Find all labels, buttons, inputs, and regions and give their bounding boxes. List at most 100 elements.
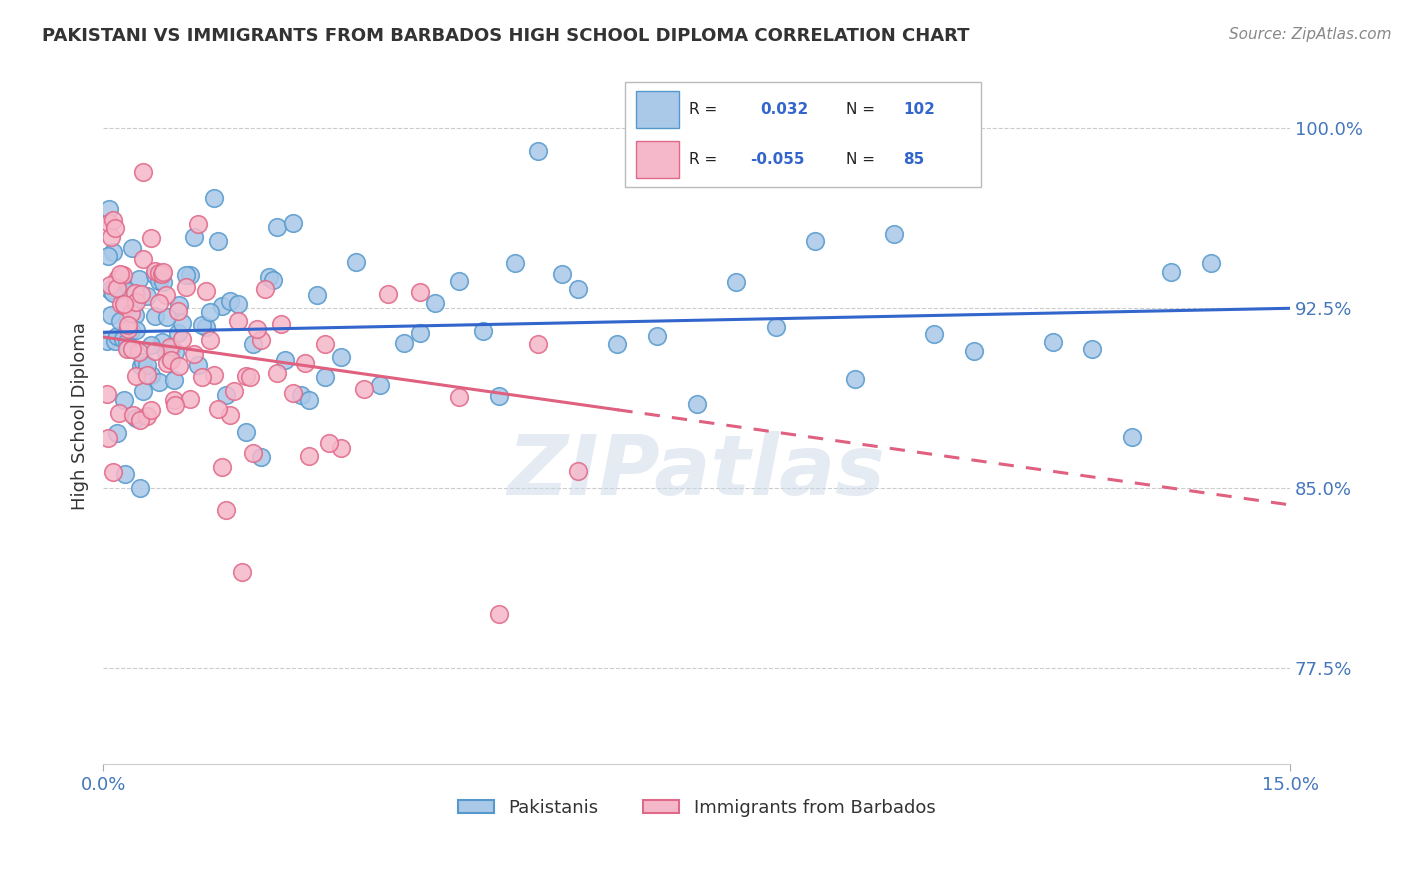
Point bbox=[120, 323, 142, 337]
Point bbox=[883, 227, 905, 242]
Point bbox=[187, 358, 209, 372]
Point bbox=[488, 607, 510, 622]
Point bbox=[274, 353, 297, 368]
Point bbox=[314, 369, 336, 384]
Point bbox=[202, 191, 225, 205]
Point bbox=[226, 314, 249, 328]
Point bbox=[103, 465, 125, 479]
Point bbox=[298, 449, 321, 463]
Point bbox=[226, 296, 249, 310]
Point bbox=[131, 354, 153, 368]
Point bbox=[143, 309, 166, 323]
Point bbox=[108, 314, 131, 328]
Point bbox=[191, 318, 214, 332]
Point bbox=[567, 282, 589, 296]
Point bbox=[101, 245, 124, 260]
Point bbox=[163, 373, 186, 387]
Point bbox=[96, 387, 118, 401]
Point bbox=[148, 296, 170, 310]
Point bbox=[281, 385, 304, 400]
Point bbox=[172, 332, 194, 346]
Point bbox=[503, 256, 526, 270]
Point bbox=[344, 255, 367, 269]
Point bbox=[167, 359, 190, 374]
Point bbox=[174, 279, 197, 293]
Point bbox=[645, 329, 668, 343]
Point bbox=[121, 241, 143, 255]
Point bbox=[117, 318, 139, 333]
Point bbox=[922, 326, 945, 341]
Point bbox=[1121, 430, 1143, 444]
Point bbox=[148, 266, 170, 280]
Point bbox=[136, 368, 159, 383]
Point bbox=[136, 359, 159, 373]
Point bbox=[163, 392, 186, 407]
Point bbox=[527, 337, 550, 351]
Point bbox=[606, 337, 628, 351]
Point bbox=[105, 425, 128, 440]
Point bbox=[1160, 265, 1182, 279]
Point bbox=[408, 285, 430, 300]
Point bbox=[114, 467, 136, 481]
Point bbox=[156, 355, 179, 369]
Point bbox=[207, 402, 229, 417]
Point bbox=[165, 398, 187, 412]
Point bbox=[156, 310, 179, 324]
Point bbox=[159, 351, 181, 366]
Point bbox=[962, 344, 984, 359]
Point bbox=[238, 369, 260, 384]
Point bbox=[100, 308, 122, 322]
Point bbox=[98, 283, 121, 297]
Point bbox=[235, 368, 257, 383]
Point bbox=[250, 333, 273, 347]
Point bbox=[141, 403, 163, 417]
Point bbox=[124, 323, 146, 337]
Point bbox=[408, 326, 430, 340]
Point bbox=[250, 450, 273, 465]
Point bbox=[155, 346, 177, 360]
Point bbox=[96, 334, 118, 348]
Point bbox=[117, 342, 139, 356]
Point bbox=[235, 425, 257, 439]
Point bbox=[128, 344, 150, 359]
Point bbox=[246, 322, 269, 336]
Point bbox=[290, 388, 312, 402]
Point bbox=[97, 431, 120, 445]
Point bbox=[179, 392, 201, 407]
Point bbox=[115, 334, 138, 349]
Point bbox=[218, 409, 240, 423]
Point bbox=[329, 350, 352, 364]
Point bbox=[98, 202, 121, 216]
Point bbox=[685, 396, 707, 410]
Point bbox=[191, 370, 214, 384]
Point bbox=[167, 326, 190, 341]
Point bbox=[120, 306, 142, 320]
Point bbox=[115, 342, 138, 356]
Point bbox=[125, 410, 148, 425]
Point bbox=[844, 372, 866, 386]
Text: Source: ZipAtlas.com: Source: ZipAtlas.com bbox=[1229, 27, 1392, 42]
Point bbox=[198, 333, 221, 347]
Point bbox=[318, 435, 340, 450]
Point bbox=[804, 234, 827, 248]
Point bbox=[125, 294, 148, 309]
Point bbox=[266, 219, 288, 234]
Point bbox=[104, 220, 127, 235]
Point bbox=[97, 248, 120, 262]
Point bbox=[152, 335, 174, 350]
Point bbox=[725, 276, 748, 290]
Point bbox=[132, 165, 155, 179]
Point bbox=[135, 289, 157, 303]
Point bbox=[254, 282, 277, 296]
Point bbox=[172, 317, 194, 331]
Point bbox=[314, 337, 336, 351]
Point bbox=[329, 441, 352, 455]
Point bbox=[262, 272, 284, 286]
Point bbox=[143, 268, 166, 282]
Point bbox=[183, 230, 205, 244]
Point bbox=[160, 342, 183, 356]
Point bbox=[377, 286, 399, 301]
Point bbox=[167, 298, 190, 312]
Point bbox=[270, 317, 292, 331]
Point bbox=[143, 344, 166, 359]
